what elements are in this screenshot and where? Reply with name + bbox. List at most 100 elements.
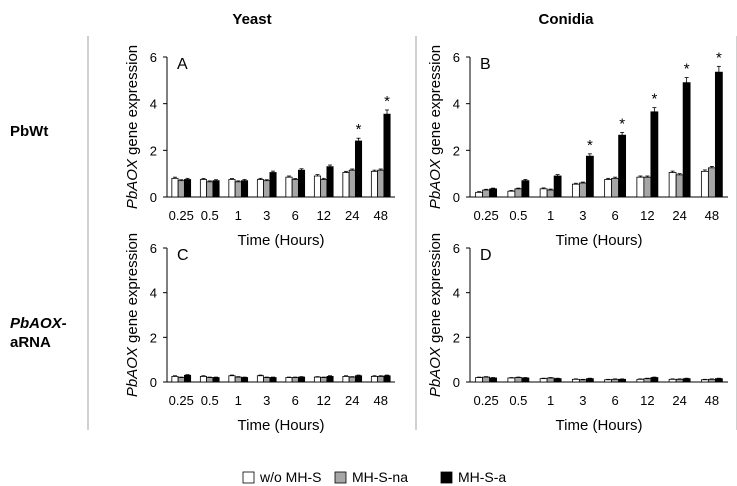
bar — [320, 377, 328, 383]
column-title-yeast: Yeast — [232, 11, 271, 28]
bar — [285, 377, 293, 383]
x-tick-label: 1 — [547, 208, 554, 223]
bar — [291, 179, 299, 198]
bar — [269, 172, 277, 198]
x-tick-label: 24 — [345, 393, 359, 408]
bar — [521, 377, 530, 383]
bar — [675, 378, 684, 383]
bar — [700, 379, 709, 383]
bar — [707, 167, 716, 198]
x-tick-label: 6 — [292, 393, 299, 408]
bar — [539, 378, 548, 383]
bar — [585, 155, 594, 198]
x-tick-label: 24 — [672, 393, 686, 408]
x-tick-label: 6 — [612, 208, 619, 223]
significance-star: * — [356, 121, 362, 138]
bar — [171, 376, 179, 383]
bar — [177, 377, 185, 383]
significance-star: * — [587, 137, 593, 154]
bar — [177, 180, 185, 198]
x-tick-label: 3 — [263, 393, 270, 408]
bar — [342, 376, 350, 383]
x-axis-label: Time (Hours) — [238, 232, 325, 249]
x-tick-label: 3 — [579, 208, 586, 223]
bar — [571, 183, 580, 198]
bar — [348, 376, 356, 383]
bar — [578, 379, 587, 383]
x-tick-label: 0.5 — [509, 208, 527, 223]
bar — [604, 379, 613, 383]
y-tick-label: 6 — [150, 241, 157, 256]
y-tick-label: 0 — [453, 375, 460, 390]
bar — [707, 378, 716, 383]
bar — [553, 378, 562, 383]
legend-swatch — [334, 471, 347, 484]
bar — [263, 377, 271, 383]
bar — [297, 376, 306, 383]
y-tick-label: 4 — [150, 286, 157, 301]
x-tick-label: 3 — [263, 208, 270, 223]
bar — [507, 190, 516, 198]
y-tick-label: 4 — [453, 286, 460, 301]
bar — [489, 188, 498, 198]
bar — [682, 378, 691, 383]
x-tick-label: 24 — [345, 208, 359, 223]
x-tick-label: 24 — [672, 208, 686, 223]
x-tick-label: 0.25 — [473, 393, 498, 408]
bar — [514, 188, 523, 198]
x-tick-label: 0.5 — [509, 393, 527, 408]
x-tick-label: 1 — [235, 393, 242, 408]
bar — [199, 376, 208, 383]
x-axis-label: Time (Hours) — [238, 417, 325, 434]
bar — [212, 180, 220, 198]
bar — [269, 377, 277, 383]
bar — [377, 169, 385, 198]
bar — [611, 378, 620, 383]
y-tick-label: 2 — [150, 330, 157, 345]
y-tick-label: 6 — [150, 50, 157, 65]
bar — [240, 377, 249, 383]
x-tick-label: 12 — [317, 393, 331, 408]
bar — [313, 376, 322, 383]
row-title-pbwt: PbWt — [10, 123, 48, 140]
x-tick-label: 3 — [579, 393, 586, 408]
y-tick-label: 6 — [453, 241, 460, 256]
bar — [514, 377, 523, 383]
bar — [507, 377, 516, 383]
bar — [611, 177, 620, 198]
bar — [285, 176, 293, 198]
significance-star: * — [619, 115, 625, 132]
bar — [475, 377, 484, 383]
legend-swatch — [242, 471, 255, 484]
significance-star: * — [651, 91, 657, 108]
legend-label: MH-S-a — [458, 469, 506, 485]
bar — [313, 175, 322, 198]
significance-star: * — [716, 49, 722, 66]
bar — [370, 376, 379, 383]
bar — [604, 179, 613, 198]
x-tick-label: 0.25 — [169, 393, 194, 408]
y-tick-label: 4 — [453, 97, 460, 112]
bar — [354, 375, 363, 383]
bar — [256, 179, 265, 198]
row-title-pbaox: PbAOX- — [10, 315, 67, 332]
bar — [256, 375, 265, 383]
bar — [212, 377, 220, 383]
bar — [643, 378, 652, 383]
bar — [650, 377, 659, 383]
y-tick-label: 0 — [453, 190, 460, 205]
y-tick-label: 0 — [150, 190, 157, 205]
significance-star: * — [684, 61, 690, 78]
bar — [348, 169, 356, 198]
y-tick-label: 0 — [150, 375, 157, 390]
row-title-arna: aRNA — [10, 334, 51, 351]
y-axis-label: PbAOX gene expression — [124, 233, 141, 397]
panel-letter: B — [480, 56, 491, 73]
bar — [183, 374, 192, 383]
bar — [618, 378, 627, 383]
y-axis-label: PbAOX gene expression — [124, 45, 141, 209]
